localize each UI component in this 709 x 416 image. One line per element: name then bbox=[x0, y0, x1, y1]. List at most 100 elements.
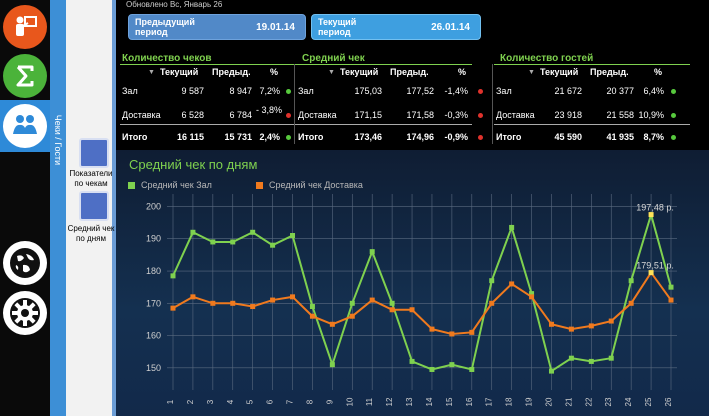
data-point-delivery bbox=[568, 326, 574, 332]
vertical-tab-strip bbox=[50, 0, 66, 416]
data-point-hall bbox=[170, 273, 176, 279]
x-tick-label: 24 bbox=[624, 397, 633, 406]
value-pct: - 3,8% bbox=[255, 105, 282, 115]
data-point-delivery bbox=[389, 307, 395, 313]
avg-check-by-day-tile[interactable] bbox=[79, 191, 109, 221]
globe-icon[interactable] bbox=[3, 241, 47, 285]
x-tick-label: 18 bbox=[505, 397, 514, 406]
gear-icon[interactable] bbox=[3, 291, 47, 335]
x-tick-label: 17 bbox=[485, 397, 494, 406]
data-point-delivery bbox=[409, 307, 415, 313]
row-label: Доставка bbox=[298, 110, 337, 120]
data-point-hall bbox=[588, 358, 594, 364]
data-point-hall bbox=[648, 212, 654, 218]
x-tick-label: 6 bbox=[266, 399, 275, 404]
previous-period-label: Предыдущий период bbox=[135, 17, 195, 37]
presenter-icon[interactable] bbox=[3, 5, 47, 49]
status-dot bbox=[671, 135, 676, 140]
x-tick-label: 14 bbox=[425, 397, 434, 406]
sum-icon[interactable] bbox=[3, 54, 47, 98]
x-tick-label: 26 bbox=[664, 397, 673, 406]
x-tick-label: 11 bbox=[365, 397, 374, 406]
chart-background bbox=[116, 150, 709, 416]
value-pct: 10,9% bbox=[638, 110, 664, 120]
data-point-delivery bbox=[250, 304, 256, 310]
data-point-delivery bbox=[509, 281, 515, 287]
sort-icon[interactable]: ▼ bbox=[528, 69, 535, 76]
y-tick-label: 190 bbox=[146, 234, 161, 244]
legend-delivery: Средний чек Доставка bbox=[256, 180, 363, 190]
y-tick-label: 150 bbox=[146, 363, 161, 373]
x-tick-label: 20 bbox=[544, 397, 553, 406]
chart-title: Средний чек по дням bbox=[129, 157, 258, 172]
data-point-hall bbox=[290, 233, 296, 239]
sort-icon[interactable]: ▼ bbox=[328, 69, 335, 76]
table-total-rule bbox=[120, 124, 296, 125]
data-point-hall bbox=[529, 291, 535, 297]
x-tick-label: 4 bbox=[226, 399, 235, 404]
data-point-delivery bbox=[548, 321, 554, 327]
column-header-previous: Предыд. bbox=[212, 67, 251, 77]
series-line-hall bbox=[172, 210, 672, 373]
subnav-panel: Показатели по чекам Средний чек по дням bbox=[66, 0, 116, 416]
x-tick-label: 21 bbox=[564, 397, 573, 406]
sort-icon[interactable]: ▼ bbox=[148, 69, 155, 76]
table-total-rule bbox=[494, 124, 690, 125]
table-title: Средний чек bbox=[302, 53, 365, 64]
data-point-delivery bbox=[608, 318, 614, 324]
vertical-tab-checks-guests[interactable]: Чеки / Гости bbox=[53, 114, 63, 166]
legend-hall: Средний чек Зал bbox=[128, 180, 212, 190]
data-point-hall bbox=[608, 355, 614, 361]
data-point-hall bbox=[349, 300, 355, 306]
value-current: 6 528 bbox=[181, 110, 204, 120]
data-point-delivery bbox=[270, 297, 276, 303]
data-point-delivery bbox=[449, 331, 455, 337]
status-dot bbox=[478, 89, 483, 94]
previous-period-date: 19.01.14 bbox=[256, 21, 295, 33]
table-top-rule bbox=[494, 64, 690, 65]
value-previous: 20 377 bbox=[606, 86, 634, 96]
column-header-current: Текущий bbox=[340, 67, 379, 77]
data-point-delivery bbox=[349, 313, 355, 319]
value-pct: 7,2% bbox=[259, 86, 280, 96]
x-tick-label: 19 bbox=[525, 397, 534, 406]
data-point-delivery bbox=[668, 297, 674, 303]
table-title: Количество чеков bbox=[122, 53, 212, 64]
row-label: Доставка bbox=[122, 110, 161, 120]
series-line-delivery bbox=[172, 270, 672, 335]
value-previous: 15 731 bbox=[224, 132, 252, 142]
current-period-button[interactable]: Текущий период 26.01.14 bbox=[311, 14, 481, 40]
data-point-hall bbox=[548, 368, 554, 374]
x-tick-label: 16 bbox=[465, 397, 474, 406]
x-tick-label: 13 bbox=[405, 397, 414, 406]
x-tick-label: 12 bbox=[385, 397, 394, 406]
data-point-hall bbox=[469, 366, 475, 372]
data-point-delivery bbox=[489, 300, 495, 306]
status-dot bbox=[671, 113, 676, 118]
value-previous: 174,96 bbox=[406, 132, 434, 142]
value-current: 45 590 bbox=[554, 132, 582, 142]
current-period-date: 26.01.14 bbox=[431, 21, 470, 33]
data-point-hall bbox=[270, 242, 276, 248]
table-title: Количество гостей bbox=[500, 53, 594, 64]
table-divider bbox=[492, 64, 493, 144]
row-label: Зал bbox=[496, 86, 512, 96]
value-current: 21 672 bbox=[554, 86, 582, 96]
previous-period-button[interactable]: Предыдущий период 19.01.14 bbox=[128, 14, 306, 40]
row-label: Зал bbox=[122, 86, 138, 96]
data-point-hall bbox=[250, 229, 256, 235]
guests-icon[interactable] bbox=[3, 104, 47, 148]
value-previous: 171,58 bbox=[406, 110, 434, 120]
data-point-delivery bbox=[469, 329, 475, 335]
status-dot bbox=[478, 135, 483, 140]
data-point-hall bbox=[309, 304, 315, 310]
checks-indicators-label[interactable]: Показатели по чекам bbox=[69, 169, 113, 188]
y-tick-label: 160 bbox=[146, 331, 161, 341]
main-content: Обновлено Вс, Январь 26 Предыдущий перио… bbox=[116, 0, 709, 416]
x-tick-label: 5 bbox=[246, 399, 255, 404]
checks-indicators-tile[interactable] bbox=[79, 138, 109, 168]
row-label: Итого bbox=[122, 132, 148, 142]
avg-check-by-day-label[interactable]: Средний чек по дням bbox=[67, 224, 115, 243]
value-pct: -1,4% bbox=[444, 86, 468, 96]
